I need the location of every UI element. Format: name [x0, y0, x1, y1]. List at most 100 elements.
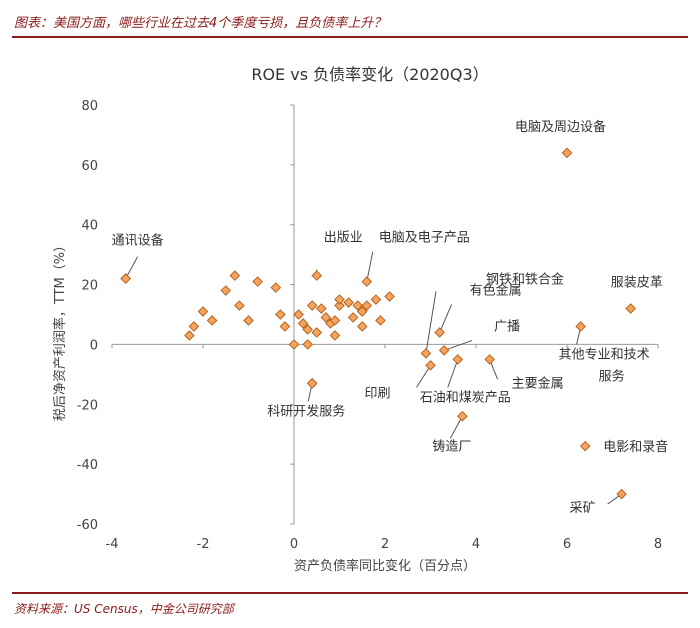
- data-point: [197, 306, 209, 317]
- data-point: [302, 324, 313, 335]
- data-point: [297, 318, 309, 329]
- data-point-labeled: [120, 273, 131, 284]
- point-label: 有色金属: [470, 282, 522, 298]
- data-point: [370, 294, 382, 305]
- y-tick-label: -60: [77, 518, 98, 533]
- label-leader-line: [416, 365, 431, 388]
- data-point-labeled: [311, 270, 323, 281]
- label-leader-line: [366, 251, 374, 282]
- data-point: [279, 321, 291, 332]
- x-tick-label: 4: [472, 537, 480, 552]
- point-label: 电脑及周边设备: [515, 119, 606, 135]
- data-points: [120, 147, 637, 500]
- x-tick-label: 6: [563, 537, 571, 552]
- point-label: 主要金属: [512, 375, 564, 391]
- point-label: 采矿: [570, 501, 596, 516]
- data-point: [206, 315, 218, 326]
- data-point: [234, 300, 245, 311]
- data-point-labeled: [561, 147, 573, 159]
- data-point-labeled: [306, 378, 318, 389]
- chart-caption-bar: 图表：美国方面，哪些行业在过去4个季度亏损，且负债率上升？: [12, 8, 688, 38]
- data-point: [343, 297, 354, 308]
- y-tick-label: 0: [90, 338, 98, 353]
- y-tick-label: 60: [81, 159, 98, 174]
- data-point: [347, 312, 359, 323]
- data-point: [356, 321, 368, 332]
- x-tick-label: 2: [381, 537, 389, 552]
- data-point-labeled: [361, 276, 373, 287]
- label-leader-line: [449, 416, 463, 439]
- label-leader-line: [447, 359, 459, 388]
- data-point: [302, 339, 313, 350]
- data-point: [293, 309, 304, 320]
- label-leader-line: [439, 304, 453, 333]
- point-label: 石油和煤炭产品: [420, 390, 511, 405]
- data-point: [188, 321, 200, 332]
- data-point-labeled: [575, 321, 586, 332]
- data-point: [229, 270, 241, 281]
- source-note: 资料来源：US Census，中金公司研究部: [14, 602, 234, 616]
- label-leader-line: [125, 256, 139, 279]
- data-point: [288, 339, 300, 350]
- data-point-labeled: [579, 440, 591, 452]
- x-tick-label: 0: [290, 537, 298, 552]
- data-point: [275, 309, 286, 320]
- point-label: 广播: [494, 319, 520, 334]
- data-point-labeled: [420, 348, 432, 359]
- data-point: [220, 285, 232, 296]
- data-point: [315, 303, 327, 314]
- point-label: 电影和录音: [603, 439, 668, 455]
- point-label: 钢铁和铁合金: [486, 271, 564, 287]
- y-tick-label: 20: [81, 279, 98, 294]
- data-point-labeled: [616, 488, 627, 500]
- data-point: [361, 300, 373, 311]
- x-axis-label: 资产负债率同比变化（百分点）: [294, 558, 476, 574]
- x-tick-label: 8: [654, 537, 662, 552]
- data-point: [270, 282, 282, 293]
- chart-title: ROE vs 负债率变化（2020Q3）: [251, 65, 488, 84]
- point-label: 通讯设备: [112, 233, 164, 249]
- data-point-labeled: [625, 303, 637, 314]
- point-label: 其他专业和技术服务: [559, 347, 650, 384]
- source-bar: 资料来源：US Census，中金公司研究部: [12, 592, 688, 624]
- data-point: [184, 330, 195, 341]
- label-leader-line: [443, 339, 473, 351]
- data-point: [252, 276, 263, 287]
- data-point-labeled: [452, 354, 464, 365]
- data-point: [329, 315, 341, 326]
- point-label: 铸造厂: [432, 438, 471, 454]
- data-point: [243, 315, 254, 326]
- point-label: 电脑及电子产品: [379, 231, 470, 246]
- data-point: [356, 306, 368, 317]
- point-label: 出版业: [324, 231, 363, 246]
- y-tick-label: 40: [81, 219, 98, 234]
- data-point-labeled: [484, 354, 495, 365]
- data-point: [329, 330, 341, 341]
- data-point: [320, 312, 332, 323]
- point-label: 科研开发服务: [267, 403, 345, 419]
- point-label: 服装皮革: [611, 276, 663, 291]
- data-point: [334, 300, 345, 311]
- point-label: 印刷: [364, 386, 390, 401]
- data-point-labeled: [438, 345, 450, 356]
- y-tick-label: 80: [81, 99, 98, 114]
- x-tick-label: -4: [106, 537, 119, 552]
- data-point: [334, 294, 345, 305]
- data-point: [306, 300, 318, 311]
- data-point: [375, 315, 386, 326]
- data-point: [311, 327, 323, 338]
- label-leader-line: [425, 291, 437, 354]
- data-point: [352, 300, 364, 311]
- y-tick-label: -40: [77, 458, 98, 473]
- x-tick-label: -2: [197, 537, 210, 552]
- data-point-labeled: [434, 327, 445, 338]
- y-tick-label: -20: [77, 398, 98, 413]
- data-point: [384, 291, 395, 302]
- y-axis-label: 税后净资产利润率，TTM（%）: [52, 239, 68, 421]
- data-point-labeled: [457, 410, 468, 422]
- scatter-chart: ROE vs 负债率变化（2020Q3） -4 -2 0 2 4 6 8-60-40-200…: [52, 65, 669, 574]
- chart-caption: 图表：美国方面，哪些行业在过去4个季度亏损，且负债率上升？: [14, 16, 387, 31]
- data-point-labeled: [425, 360, 436, 371]
